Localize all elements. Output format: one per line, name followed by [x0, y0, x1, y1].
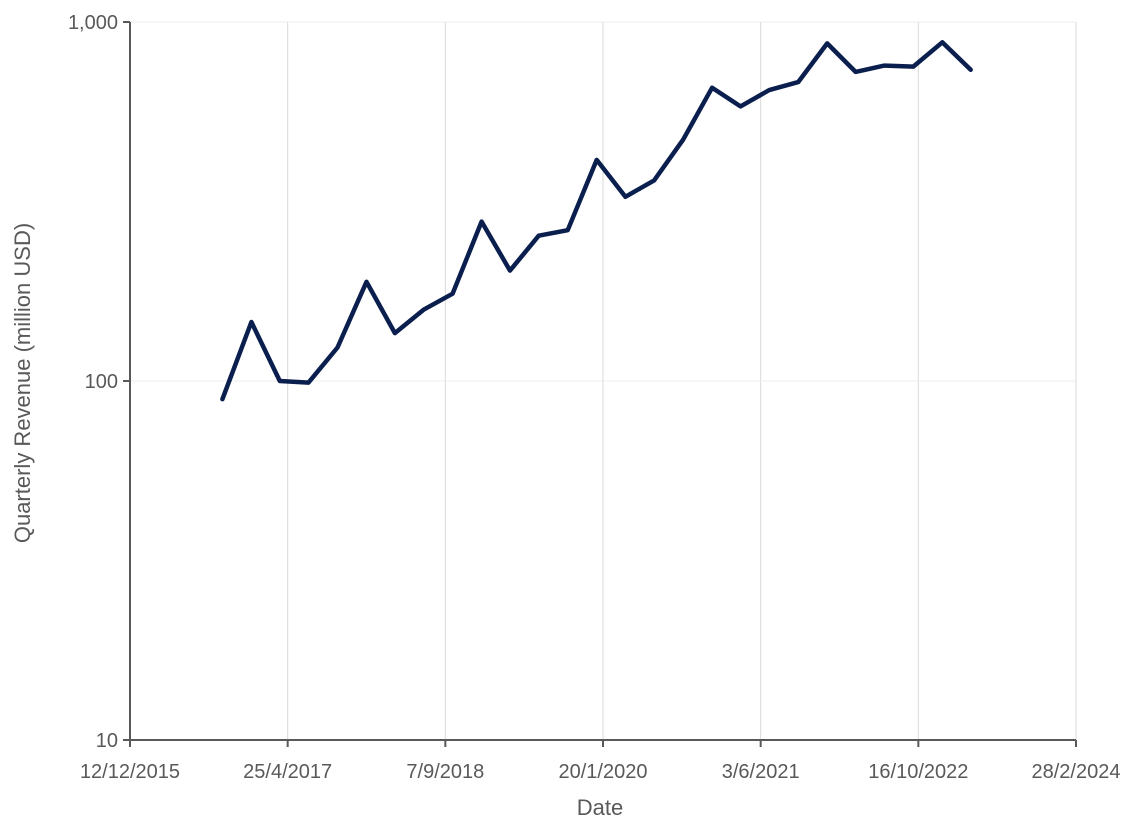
gridlines: [130, 21, 1077, 740]
series-line-0: [220, 40, 973, 402]
x-axis-title: Date: [577, 795, 623, 820]
y-tick-label: 100: [85, 371, 118, 393]
x-tick-label: 16/10/2022: [868, 761, 968, 783]
x-tick-label: 28/2/2024: [1032, 761, 1121, 783]
axes: [123, 21, 1077, 747]
x-tick-label: 20/1/2020: [559, 761, 648, 783]
x-tick-label: 12/12/2015: [80, 761, 180, 783]
x-tick-label: 25/4/2017: [243, 761, 332, 783]
y-tick-label: 1,000: [68, 12, 118, 34]
series-layer: [220, 40, 973, 402]
x-tick-label: 3/6/2021: [722, 761, 800, 783]
x-tick-label: 7/9/2018: [406, 761, 484, 783]
y-axis-title: Quarterly Revenue (million USD): [10, 223, 35, 543]
tick-labels: 12/12/2015 25/4/2017 7/9/2018 20/1/2020 3/6/…: [68, 12, 1121, 783]
y-tick-label: 10: [96, 730, 118, 752]
